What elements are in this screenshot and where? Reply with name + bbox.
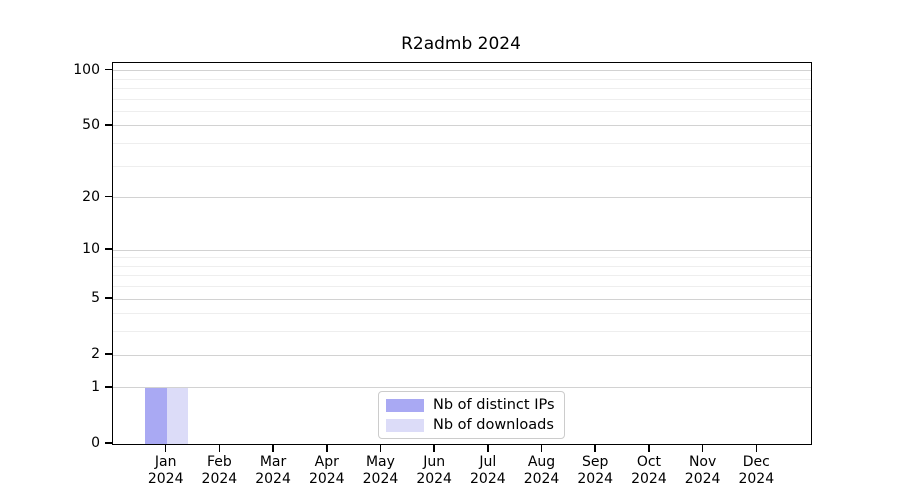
legend-label-downloads: Nb of downloads (433, 417, 554, 433)
x-tick-label-apr: Apr 2024 (308, 454, 345, 487)
gridline-100 (113, 70, 811, 72)
gridline-5 (113, 298, 811, 300)
gridline-60 (113, 110, 811, 112)
x-tick-mar (272, 444, 274, 452)
y-tick-50 (105, 124, 112, 126)
x-tick-nov (701, 444, 704, 452)
x-tick-jun (433, 444, 435, 452)
x-tick-sep (594, 444, 596, 452)
bar-nb-of-downloads-jan (166, 387, 189, 444)
gridline-30 (113, 165, 811, 167)
y-tick-2 (105, 353, 112, 355)
x-tick-label-mar: Mar 2024 (255, 454, 291, 487)
x-tick-label-oct: Oct 2024 (631, 454, 667, 487)
y-tick-0 (105, 442, 112, 444)
gridline-3 (113, 331, 811, 333)
gridline-50 (113, 125, 811, 127)
legend: Nb of distinct IPs Nb of downloads (378, 391, 565, 439)
y-tick-label-100: 100 (73, 61, 100, 78)
y-tick-label-10: 10 (82, 241, 100, 257)
gridline-9 (113, 257, 811, 259)
gridline-20 (113, 197, 811, 199)
x-tick-label-sep: Sep 2024 (577, 454, 614, 487)
x-tick-dec (755, 444, 758, 452)
legend-label-distinct-ips: Nb of distinct IPs (433, 397, 555, 413)
x-tick-label-feb: Feb 2024 (201, 454, 238, 487)
plot-area: Nb of distinct IPs Nb of downloads (112, 62, 812, 445)
x-tick-label-jan: Jan 2024 (147, 454, 184, 487)
gridline-10 (113, 249, 811, 251)
x-tick-may (379, 444, 382, 452)
y-tick-1 (105, 386, 112, 388)
x-tick-feb (218, 444, 221, 452)
gridline-4 (113, 313, 811, 315)
gridline-2 (113, 354, 811, 356)
legend-entry-distinct-ips: Nb of distinct IPs (386, 397, 555, 413)
x-tick-label-aug: Aug 2024 (523, 454, 560, 487)
x-tick-label-jun: Jun 2024 (416, 454, 452, 487)
x-tick-label-may: May 2024 (362, 454, 399, 487)
gridline-80 (113, 87, 811, 89)
gridline-6 (113, 286, 811, 288)
y-tick-label-2: 2 (91, 346, 100, 363)
x-tick-jul (487, 444, 489, 452)
x-tick-label-dec: Dec 2024 (738, 454, 775, 487)
gridline-70 (113, 98, 811, 100)
y-tick-100 (105, 68, 112, 71)
bar-nb-of-distinct-ips-jan (145, 387, 167, 444)
y-tick-5 (105, 297, 112, 299)
legend-swatch-downloads (386, 418, 424, 432)
legend-entry-downloads: Nb of downloads (386, 417, 555, 433)
x-tick-oct (648, 444, 650, 452)
y-tick-20 (105, 195, 112, 198)
gridline-90 (113, 78, 811, 80)
gridline-40 (113, 143, 811, 145)
y-tick-label-0: 0 (91, 435, 100, 451)
y-tick-label-50: 50 (82, 116, 100, 133)
y-tick-label-1: 1 (91, 378, 100, 395)
x-tick-label-jul: Jul 2024 (470, 454, 506, 487)
gridline-1 (113, 387, 811, 389)
y-tick-10 (105, 248, 112, 250)
gridline-8 (113, 265, 811, 267)
gridline-7 (113, 275, 811, 277)
y-tick-label-20: 20 (82, 188, 100, 205)
legend-swatch-distinct-ips (386, 398, 424, 412)
x-tick-aug (540, 444, 543, 452)
y-tick-label-5: 5 (91, 290, 100, 307)
x-tick-apr (326, 444, 328, 452)
x-tick-label-nov: Nov 2024 (684, 454, 721, 487)
chart-title: R2admb 2024 (401, 34, 521, 54)
x-tick-jan (164, 444, 167, 452)
